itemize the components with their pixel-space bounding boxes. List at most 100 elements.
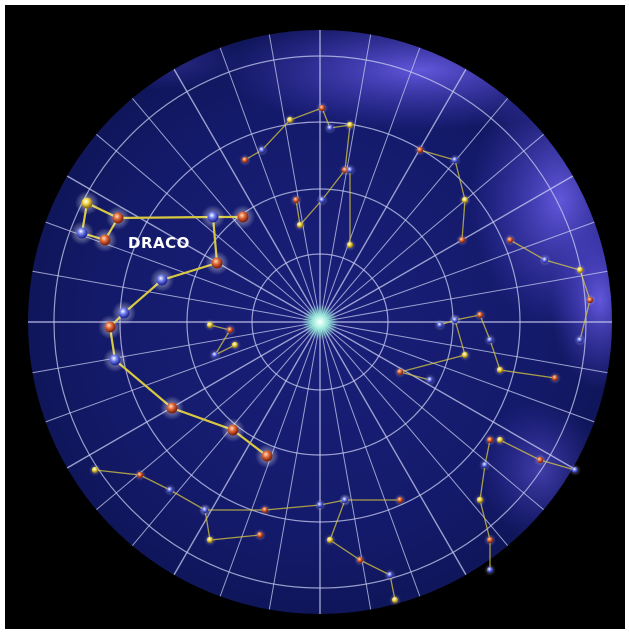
- grid-radial: [66, 321, 321, 469]
- star: [211, 351, 219, 359]
- stars: [70, 102, 596, 606]
- constellation-line: [419, 149, 466, 241]
- star: [396, 368, 404, 376]
- grid-radial: [319, 68, 467, 323]
- grid-radial: [319, 133, 545, 323]
- star: [476, 311, 484, 319]
- grid-radial: [319, 34, 372, 323]
- star: [356, 556, 364, 564]
- star: [292, 196, 300, 204]
- constellation-line: [397, 319, 466, 381]
- star: [481, 461, 489, 469]
- star: [461, 351, 469, 359]
- star: [551, 374, 559, 382]
- grid-radial: [219, 47, 321, 323]
- grid-radial: [319, 321, 608, 374]
- star: [486, 336, 494, 344]
- star: [258, 146, 266, 154]
- grid-radial: [319, 321, 509, 547]
- star: [112, 212, 124, 224]
- star: [136, 471, 144, 479]
- star: [486, 436, 494, 444]
- constellation-label: DRACO: [128, 234, 190, 252]
- star: [226, 326, 234, 334]
- star: [346, 241, 354, 249]
- grid-radial: [45, 321, 321, 423]
- grid-radial: [268, 321, 321, 610]
- star: [451, 156, 459, 164]
- star: [391, 596, 399, 604]
- star: [461, 196, 469, 204]
- star: [201, 506, 209, 514]
- star: [296, 221, 304, 229]
- star: [318, 104, 326, 112]
- grid: [28, 30, 612, 614]
- grid-radial: [319, 97, 509, 323]
- star: [346, 166, 354, 174]
- grid-radial: [319, 321, 421, 597]
- star: [586, 296, 594, 304]
- star: [261, 506, 269, 514]
- star: [318, 196, 326, 204]
- star: [316, 501, 324, 509]
- grid-radial: [319, 321, 467, 576]
- star: [91, 466, 99, 474]
- grid-radial: [173, 68, 321, 323]
- grid-radial: [319, 321, 574, 469]
- star: [326, 536, 334, 544]
- grid-radial: [268, 34, 321, 323]
- star: [237, 211, 249, 223]
- star: [231, 341, 239, 349]
- grid-radial: [319, 221, 595, 323]
- grid-radial: [319, 270, 608, 323]
- star: [536, 456, 544, 464]
- star: [109, 354, 121, 366]
- star: [476, 496, 484, 504]
- grid-radial: [319, 47, 421, 323]
- grid-radial: [319, 321, 545, 511]
- star: [104, 321, 116, 333]
- star: [206, 321, 214, 329]
- grid-radial: [95, 133, 321, 323]
- grid-radial: [95, 321, 321, 511]
- grid-radial: [66, 175, 321, 323]
- constellation-line: [209, 324, 236, 357]
- star: [451, 316, 459, 324]
- star: [156, 274, 168, 286]
- star: [118, 307, 130, 319]
- star: [99, 234, 111, 246]
- grid-radial: [32, 321, 321, 374]
- star: [576, 266, 584, 274]
- star: [76, 227, 88, 239]
- star: [571, 466, 579, 474]
- star: [211, 257, 223, 269]
- grid-radial: [319, 175, 574, 323]
- star: [206, 536, 214, 544]
- star: [426, 376, 434, 384]
- star: [207, 211, 219, 223]
- star: [166, 486, 174, 494]
- star: [496, 436, 504, 444]
- star: [81, 197, 93, 209]
- star: [486, 536, 494, 544]
- star: [346, 121, 354, 129]
- constellation-line: [244, 107, 351, 227]
- star: [506, 236, 514, 244]
- star: [576, 336, 584, 344]
- star: [396, 496, 404, 504]
- star: [326, 124, 334, 132]
- star: [227, 424, 239, 436]
- star: [241, 156, 249, 164]
- star: [486, 566, 494, 574]
- star: [341, 496, 349, 504]
- grid-radial: [131, 97, 321, 323]
- grid-radial: [173, 321, 321, 576]
- star: [436, 321, 444, 329]
- star: [541, 256, 549, 264]
- grid-radial: [32, 270, 321, 323]
- star: [261, 450, 273, 462]
- star: [286, 116, 294, 124]
- celestial-pole: [302, 304, 338, 340]
